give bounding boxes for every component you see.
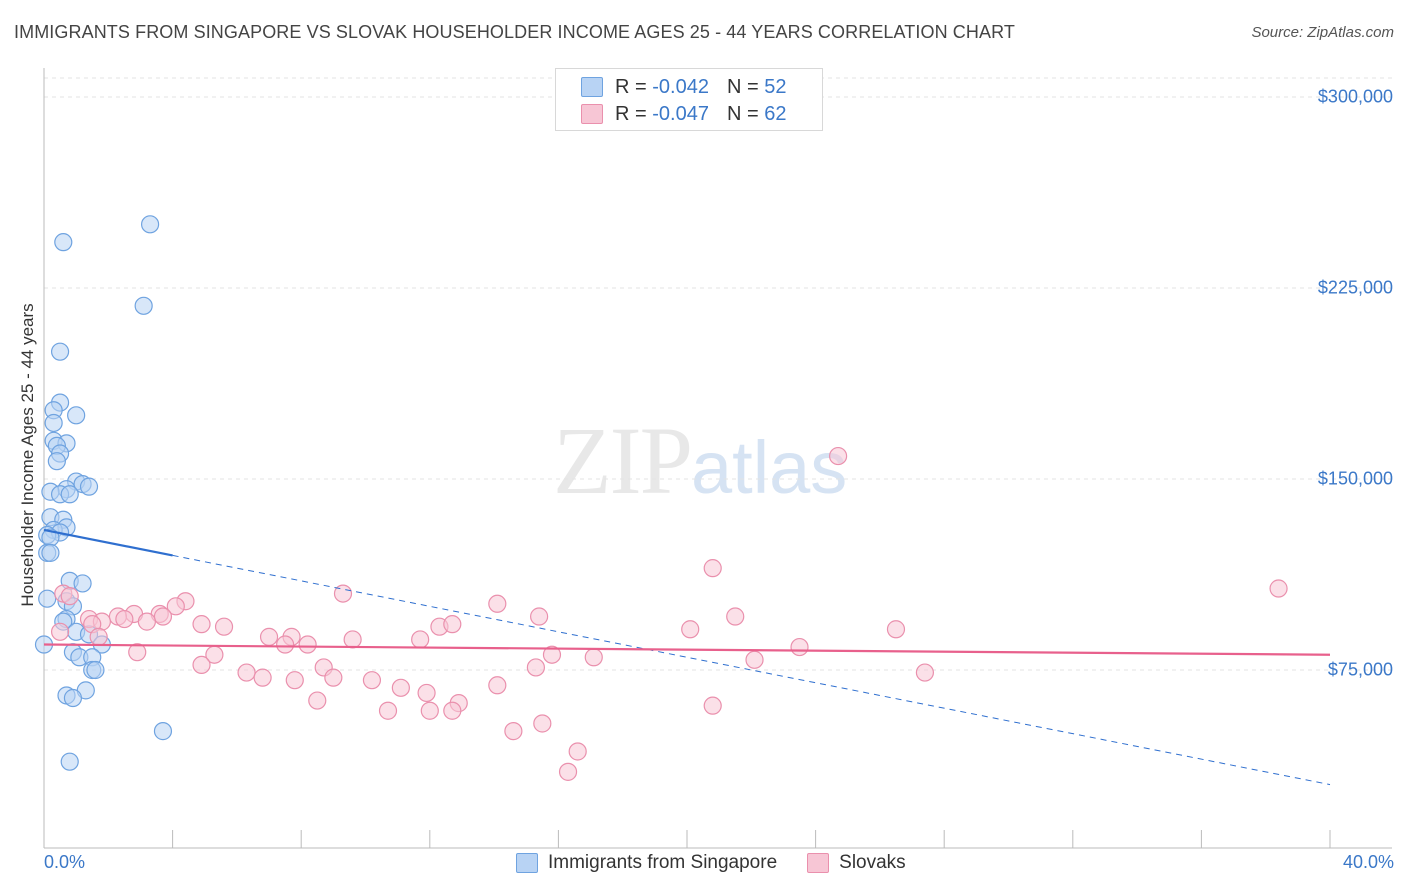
point-slovaks-56 [420,701,439,720]
watermark: ZIPatlas [553,405,847,516]
chart-title: IMMIGRANTS FROM SINGAPORE VS SLOVAK HOUS… [14,22,1015,42]
legend-r-slovaks: -0.047 [652,102,709,125]
point-slovaks-26 [50,622,70,641]
point-slovaks-14 [726,607,745,626]
x-tick-min: 0.0% [44,852,86,872]
point-slovaks-39 [745,650,764,669]
point-singapore-49 [60,752,79,771]
point-singapore-12 [47,452,66,471]
point-singapore-44 [86,660,105,680]
point-slovaks-46 [285,671,304,690]
series-swatch-slovaks [807,853,830,873]
point-slovaks-52 [308,691,327,710]
point-slovaks-57 [443,701,462,720]
point-slovaks-55 [378,701,398,720]
point-slovaks-1 [703,559,722,578]
legend-row-singapore: R = -0.042 N = 52 [581,75,786,99]
series-legend: Immigrants from Singapore Slovaks [516,852,906,874]
point-slovaks-25 [886,620,906,639]
legend-r-label: R = [615,102,647,125]
point-slovaks-49 [488,676,507,695]
point-slovaks-45 [253,668,272,687]
trendline-singapore-solid [43,528,173,557]
y-axis-label: Householder Income Ages 25 - 44 years [18,303,37,607]
point-slovaks-0 [829,446,848,466]
point-singapore-19 [60,485,79,504]
point-slovaks-60 [568,742,587,761]
point-slovaks-20 [192,615,211,634]
point-slovaks-47 [324,668,343,687]
point-slovaks-59 [504,722,523,741]
point-slovaks-27 [89,627,108,646]
point-slovaks-16 [137,612,156,631]
series-label-singapore: Immigrants from Singapore [548,852,778,873]
point-singapore-6 [67,406,86,425]
point-slovaks-48 [362,671,382,690]
point-slovaks-33 [298,635,317,654]
legend-r-label: R = [615,75,647,98]
point-singapore-3 [50,342,70,361]
point-slovaks-15 [115,609,134,629]
point-slovaks-44 [915,663,935,682]
point-slovaks-61 [558,762,578,781]
legend-swatch-slovaks [581,104,603,124]
series-swatch-singapore [516,853,538,873]
point-slovaks-34 [790,637,809,657]
point-singapore-47 [63,688,83,708]
point-singapore-31 [38,589,57,608]
point-singapore-28 [41,543,60,562]
y-tick-75000: $75,000 [1327,659,1393,680]
y-tick-300000: $300,000 [1317,86,1393,107]
point-singapore-15 [79,477,99,496]
point-slovaks-11 [153,607,173,626]
point-slovaks-40 [192,655,211,675]
trendline-slovaks [43,643,1331,656]
watermark-zip: ZIP [553,407,693,514]
point-slovaks-28 [259,627,279,646]
point-slovaks-58 [533,714,552,733]
point-slovaks-4 [60,587,79,606]
point-slovaks-13 [530,607,549,626]
legend-row-slovaks: R = -0.047 N = 62 [581,102,786,126]
y-tick-150000: $150,000 [1317,468,1393,489]
legend-r-singapore: -0.042 [652,75,709,98]
watermark-atlas: atlas [691,426,848,509]
point-slovaks-43 [237,663,256,682]
point-slovaks-7 [488,594,507,613]
point-slovaks-31 [411,630,430,649]
legend-n-label: N = [726,75,759,98]
point-singapore-0 [140,215,160,234]
legend-n-slovaks: 62 [764,102,787,125]
point-slovaks-32 [276,635,295,654]
chart-source: Source: ZipAtlas.com [1251,24,1394,41]
legend-n-singapore: 52 [764,75,787,98]
point-slovaks-37 [542,645,562,664]
trendline-singapore-dashed [172,554,1331,786]
point-slovaks-2 [1269,579,1288,598]
point-slovaks-8 [166,597,185,616]
legend-swatch-singapore [581,77,603,97]
point-slovaks-54 [703,696,722,715]
point-singapore-1 [54,233,73,252]
x-tick-max: 40.0% [1342,852,1394,872]
point-slovaks-35 [128,643,147,662]
point-singapore-30 [73,574,92,593]
legend-n-label: N = [726,102,759,125]
point-slovaks-21 [214,617,234,636]
point-slovaks-30 [343,630,362,649]
point-slovaks-50 [391,678,410,697]
y-tick-225000: $225,000 [1317,277,1393,298]
series-label-slovaks: Slovaks [839,852,906,873]
point-slovaks-24 [681,620,700,639]
point-singapore-2 [134,296,153,315]
point-slovaks-38 [584,648,603,667]
point-slovaks-42 [526,658,545,677]
correlation-legend: R = -0.042 N = 52 R = -0.047 N = 62 [555,68,823,131]
point-singapore-7 [44,413,63,433]
point-slovaks-5 [333,584,353,603]
point-singapore-48 [153,722,173,741]
point-slovaks-23 [443,615,462,634]
point-slovaks-51 [417,683,436,703]
